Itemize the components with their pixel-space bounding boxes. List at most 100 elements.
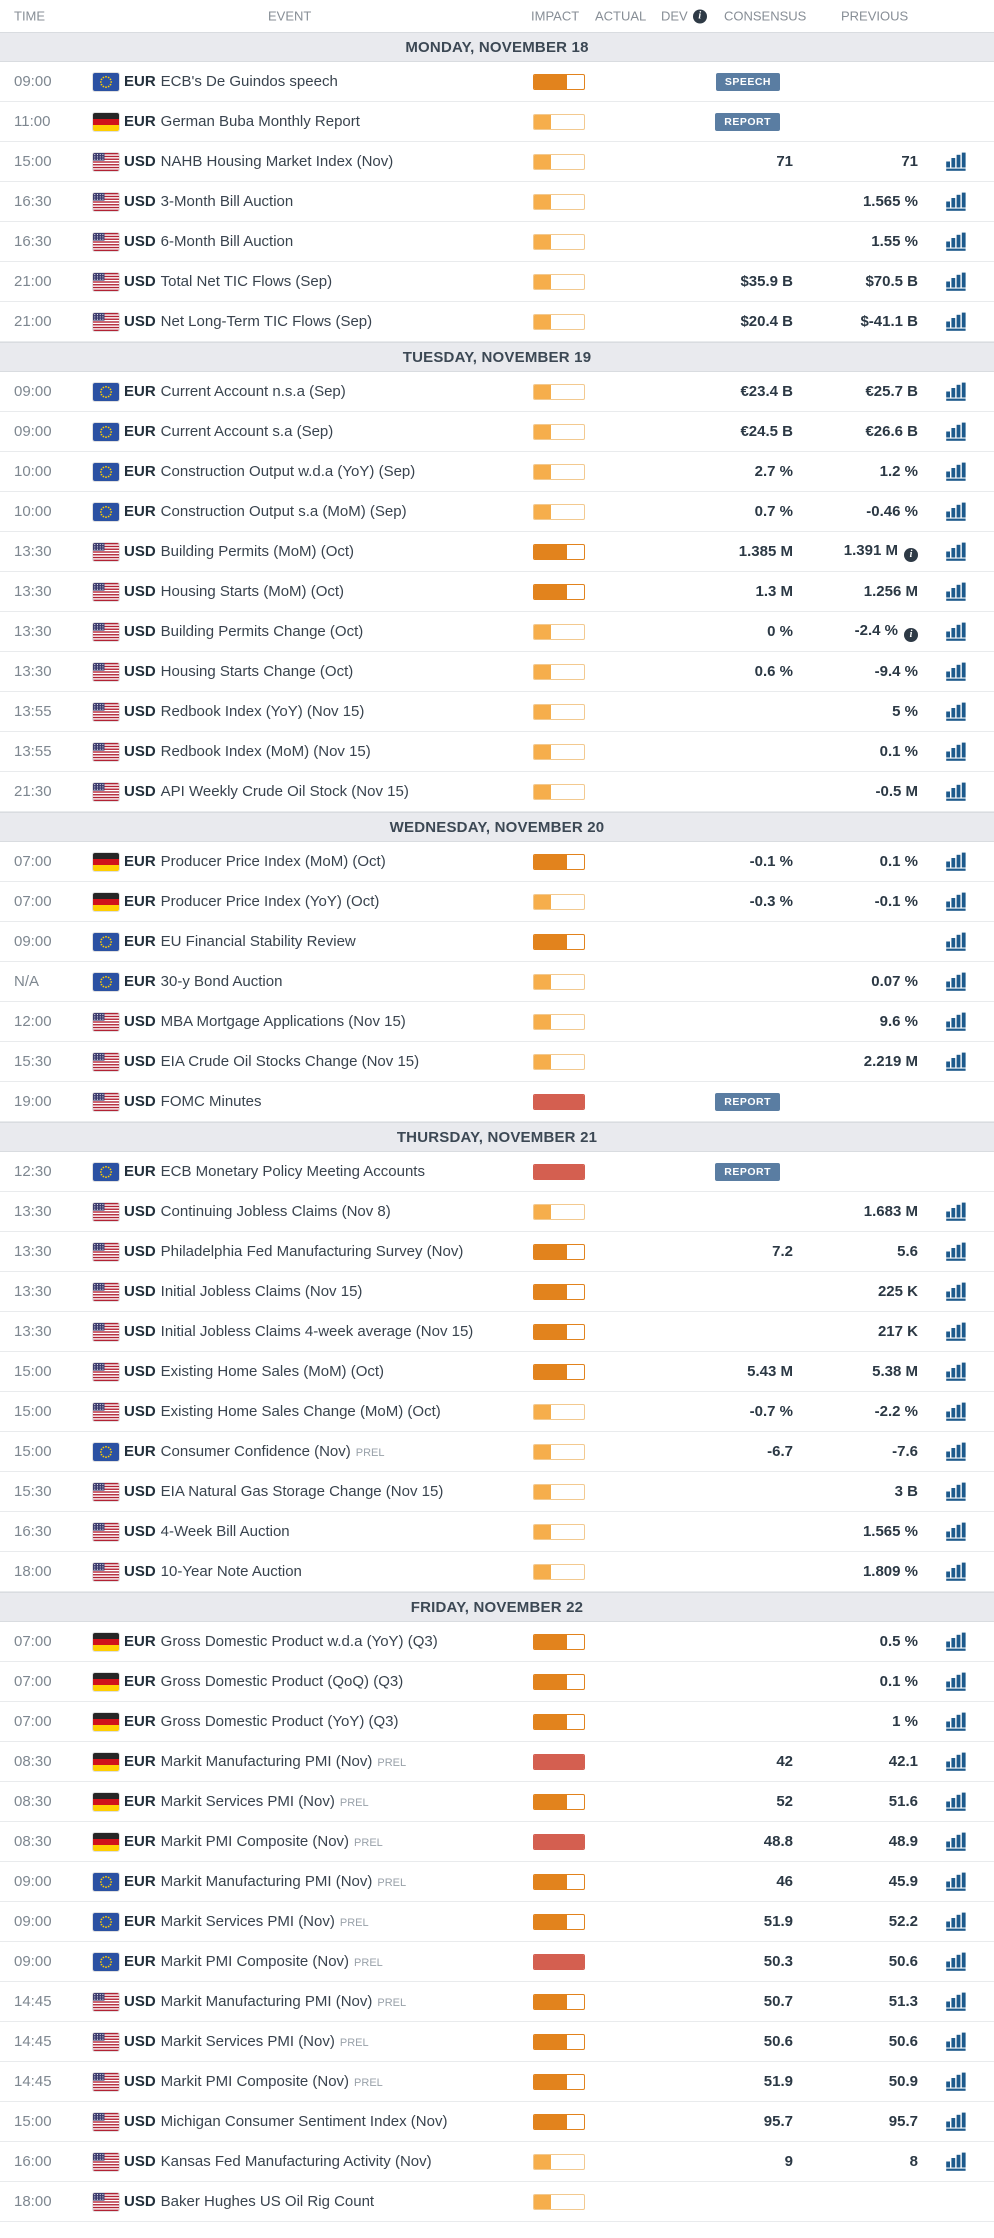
event-name[interactable]: Initial Jobless Claims 4-week average (N… (160, 1323, 474, 1340)
chart-button[interactable] (945, 1442, 968, 1461)
event-name[interactable]: Redbook Index (MoM) (Nov 15) (160, 743, 371, 760)
chart-button[interactable] (945, 1242, 968, 1261)
event-name[interactable]: Current Account s.a (Sep) (160, 423, 334, 440)
event-name[interactable]: API Weekly Crude Oil Stock (Nov 15) (160, 783, 409, 800)
chart-button[interactable] (945, 1752, 968, 1771)
chart-button[interactable] (945, 272, 968, 291)
chart-button[interactable] (945, 1952, 968, 1971)
info-icon[interactable]: i (904, 627, 918, 642)
event-name[interactable]: EIA Crude Oil Stocks Change (Nov 15) (160, 1053, 420, 1070)
event-name[interactable]: 6-Month Bill Auction (160, 233, 294, 250)
chart-button[interactable] (945, 622, 968, 641)
event-name[interactable]: Existing Home Sales (MoM) (Oct) (160, 1363, 385, 1380)
chart-button[interactable] (945, 1522, 968, 1541)
event-name[interactable]: Markit Services PMI (Nov) (160, 1913, 335, 1930)
chart-button[interactable] (945, 1482, 968, 1501)
chart-button[interactable] (945, 782, 968, 801)
event-name[interactable]: NAHB Housing Market Index (Nov) (160, 153, 394, 170)
chart-button[interactable] (945, 852, 968, 871)
chart-button[interactable] (945, 932, 968, 951)
event-name[interactable]: Gross Domestic Product (QoQ) (Q3) (160, 1673, 404, 1690)
chart-button[interactable] (945, 2152, 968, 2171)
chart-button[interactable] (945, 662, 968, 681)
chart-button[interactable] (945, 462, 968, 481)
event-name[interactable]: Building Permits (MoM) (Oct) (160, 543, 355, 560)
event-name[interactable]: 10-Year Note Auction (160, 1563, 302, 1580)
chart-button[interactable] (945, 892, 968, 911)
chart-button[interactable] (945, 2032, 968, 2051)
event-name[interactable]: 3-Month Bill Auction (160, 193, 294, 210)
chart-button[interactable] (945, 1912, 968, 1931)
chart-button[interactable] (945, 382, 968, 401)
chart-button[interactable] (945, 1402, 968, 1421)
event-name[interactable]: Current Account n.s.a (Sep) (160, 383, 346, 400)
event-name[interactable]: Continuing Jobless Claims (Nov 8) (160, 1203, 391, 1220)
chart-button[interactable] (945, 702, 968, 721)
event-name[interactable]: Construction Output w.d.a (YoY) (Sep) (160, 463, 416, 480)
event-name[interactable]: Construction Output s.a (MoM) (Sep) (160, 503, 407, 520)
event-name[interactable]: Housing Starts Change (Oct) (160, 663, 354, 680)
event-name[interactable]: Existing Home Sales Change (MoM) (Oct) (160, 1403, 441, 1420)
chart-button[interactable] (945, 1322, 968, 1341)
event-name[interactable]: Baker Hughes US Oil Rig Count (160, 2193, 375, 2210)
chart-button[interactable] (945, 502, 968, 521)
event-name[interactable]: 4-Week Bill Auction (160, 1523, 290, 1540)
event-name[interactable]: ECB's De Guindos speech (160, 73, 338, 90)
chart-button[interactable] (945, 1562, 968, 1581)
event-name[interactable]: Markit Manufacturing PMI (Nov) (160, 1993, 373, 2010)
chart-button[interactable] (945, 582, 968, 601)
chart-button[interactable] (945, 1872, 968, 1891)
chart-button[interactable] (945, 1992, 968, 2011)
event-name[interactable]: EU Financial Stability Review (160, 933, 356, 950)
event-name[interactable]: Markit PMI Composite (Nov) (160, 1953, 350, 1970)
chart-button[interactable] (945, 1012, 968, 1031)
chart-button[interactable] (945, 1792, 968, 1811)
info-icon[interactable]: i (904, 547, 918, 562)
chart-button[interactable] (945, 2112, 968, 2131)
event-name[interactable]: Total Net TIC Flows (Sep) (160, 273, 333, 290)
chart-button[interactable] (945, 1362, 968, 1381)
event-name[interactable]: Producer Price Index (YoY) (Oct) (160, 893, 380, 910)
chart-button[interactable] (945, 1202, 968, 1221)
event-name[interactable]: Producer Price Index (MoM) (Oct) (160, 853, 386, 870)
event-name[interactable]: Initial Jobless Claims (Nov 15) (160, 1283, 363, 1300)
chart-button[interactable] (945, 1672, 968, 1691)
event-name[interactable]: Consumer Confidence (Nov) (160, 1443, 351, 1460)
event-name[interactable]: Markit PMI Composite (Nov) (160, 2073, 350, 2090)
event-name[interactable]: Michigan Consumer Sentiment Index (Nov) (160, 2113, 448, 2130)
event-name[interactable]: Markit Services PMI (Nov) (160, 2033, 335, 2050)
chart-button[interactable] (945, 1832, 968, 1851)
event-name[interactable]: Markit Services PMI (Nov) (160, 1793, 335, 1810)
event-name[interactable]: Markit Manufacturing PMI (Nov) (160, 1873, 373, 1890)
chart-button[interactable] (945, 1052, 968, 1071)
event-name[interactable]: Redbook Index (YoY) (Nov 15) (160, 703, 365, 720)
event-name[interactable]: Markit Manufacturing PMI (Nov) (160, 1753, 373, 1770)
event-name[interactable]: Housing Starts (MoM) (Oct) (160, 583, 345, 600)
event-name[interactable]: Building Permits Change (Oct) (160, 623, 364, 640)
event-name[interactable]: Gross Domestic Product (YoY) (Q3) (160, 1713, 399, 1730)
chart-button[interactable] (945, 1282, 968, 1301)
event-name[interactable]: FOMC Minutes (160, 1093, 262, 1110)
event-name[interactable]: EIA Natural Gas Storage Change (Nov 15) (160, 1483, 444, 1500)
chart-button[interactable] (945, 152, 968, 171)
event-name[interactable]: MBA Mortgage Applications (Nov 15) (160, 1013, 406, 1030)
chart-button[interactable] (945, 312, 968, 331)
event-name[interactable]: Philadelphia Fed Manufacturing Survey (N… (160, 1243, 464, 1260)
event-name[interactable]: Net Long-Term TIC Flows (Sep) (160, 313, 373, 330)
chart-button[interactable] (945, 2072, 968, 2091)
event-name[interactable]: Kansas Fed Manufacturing Activity (Nov) (160, 2153, 432, 2170)
chart-button[interactable] (945, 542, 968, 561)
event-name[interactable]: 30-y Bond Auction (160, 973, 283, 990)
chart-button[interactable] (945, 1712, 968, 1731)
chart-button[interactable] (945, 422, 968, 441)
chart-button[interactable] (945, 742, 968, 761)
info-icon[interactable]: i (692, 9, 707, 23)
event-name[interactable]: ECB Monetary Policy Meeting Accounts (160, 1163, 425, 1180)
chart-button[interactable] (945, 232, 968, 251)
chart-button[interactable] (945, 972, 968, 991)
event-name[interactable]: Markit PMI Composite (Nov) (160, 1833, 350, 1850)
event-name[interactable]: Gross Domestic Product w.d.a (YoY) (Q3) (160, 1633, 438, 1650)
event-name[interactable]: German Buba Monthly Report (160, 113, 360, 130)
chart-button[interactable] (945, 192, 968, 211)
chart-button[interactable] (945, 1632, 968, 1651)
